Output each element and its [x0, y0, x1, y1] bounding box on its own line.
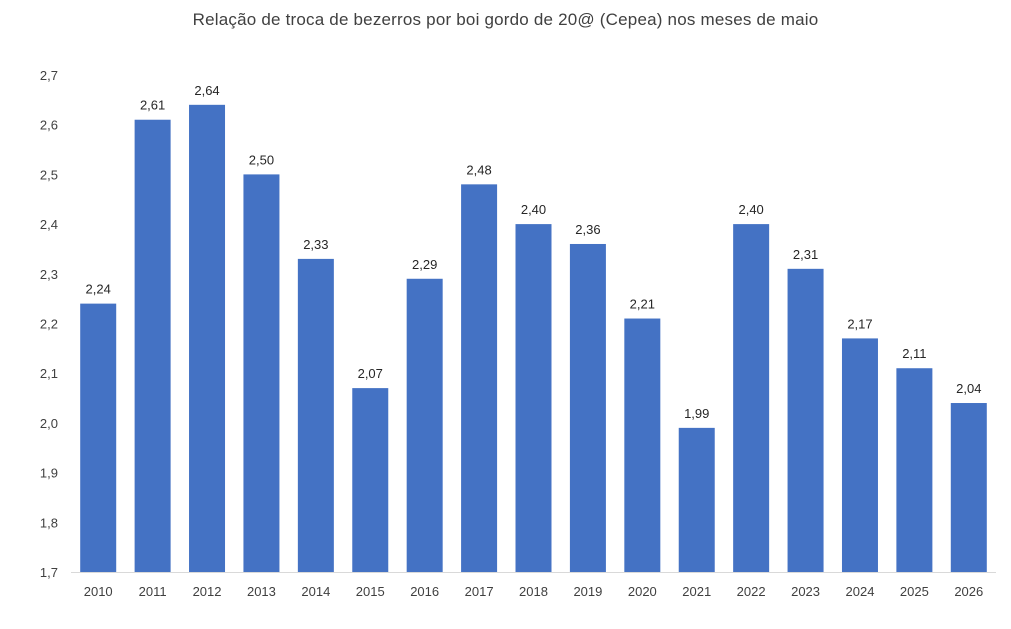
data-label: 2,11 [902, 346, 926, 361]
x-tick-label: 2013 [247, 584, 276, 599]
bar-2026 [950, 403, 987, 572]
x-tick-label: 2012 [193, 584, 222, 599]
x-tick-label: 2016 [410, 584, 439, 599]
x-tick-label: 2019 [573, 584, 602, 599]
data-label: 2,61 [140, 98, 165, 113]
data-label: 2,50 [249, 152, 274, 167]
data-label: 2,17 [847, 316, 872, 331]
y-tick-label: 2,5 [40, 167, 58, 182]
x-tick-label: 2017 [465, 584, 494, 599]
data-label: 2,40 [738, 202, 763, 217]
bar-2013 [243, 174, 280, 572]
x-tick-label: 2026 [954, 584, 983, 599]
x-tick-label: 2015 [356, 584, 385, 599]
bar-2020 [624, 318, 661, 572]
bar-2025 [896, 368, 933, 572]
bar-2015 [352, 388, 389, 572]
x-tick-label: 2022 [737, 584, 766, 599]
y-tick-label: 2,1 [40, 366, 58, 381]
data-label: 2,04 [956, 381, 981, 396]
data-label: 2,24 [86, 282, 111, 297]
y-tick-label: 1,8 [40, 515, 58, 530]
data-label: 2,07 [358, 366, 383, 381]
x-tick-label: 2014 [301, 584, 330, 599]
data-label: 2,36 [575, 222, 600, 237]
x-tick-label: 2023 [791, 584, 820, 599]
bar-2024 [841, 338, 878, 572]
data-label: 2,33 [303, 237, 328, 252]
y-tick-label: 2,3 [40, 267, 58, 282]
data-label: 1,99 [684, 406, 709, 421]
y-tick-label: 2,2 [40, 317, 58, 332]
bar-2016 [406, 278, 443, 572]
bar-2012 [189, 104, 226, 572]
bar-2017 [461, 184, 498, 572]
bar-2022 [733, 224, 770, 572]
bar-2010 [80, 303, 117, 572]
y-tick-label: 1,7 [40, 565, 58, 580]
data-label: 2,64 [194, 83, 219, 98]
x-tick-label: 2010 [84, 584, 113, 599]
x-tick-label: 2011 [139, 584, 167, 599]
x-tick-label: 2018 [519, 584, 548, 599]
y-tick-label: 2,6 [40, 118, 58, 133]
x-tick-label: 2020 [628, 584, 657, 599]
data-label: 2,31 [793, 247, 818, 262]
bar-2021 [678, 427, 715, 572]
bar-2018 [515, 224, 552, 572]
y-tick-label: 1,9 [40, 466, 58, 481]
bar-2019 [569, 243, 606, 573]
x-tick-label: 2021 [682, 584, 711, 599]
y-tick-label: 2,0 [40, 416, 58, 431]
x-tick-label: 2024 [846, 584, 875, 599]
data-label: 2,21 [630, 297, 655, 312]
data-label: 2,29 [412, 257, 437, 272]
chart-title: Relação de troca de bezerros por boi gor… [192, 10, 819, 29]
bar-2014 [297, 258, 334, 572]
bar-2011 [134, 119, 171, 572]
data-label: 2,48 [466, 162, 491, 177]
bar-2023 [787, 268, 824, 572]
data-label: 2,40 [521, 202, 546, 217]
y-tick-label: 2,7 [40, 68, 58, 83]
y-tick-label: 2,4 [40, 217, 58, 232]
x-tick-label: 2025 [900, 584, 929, 599]
